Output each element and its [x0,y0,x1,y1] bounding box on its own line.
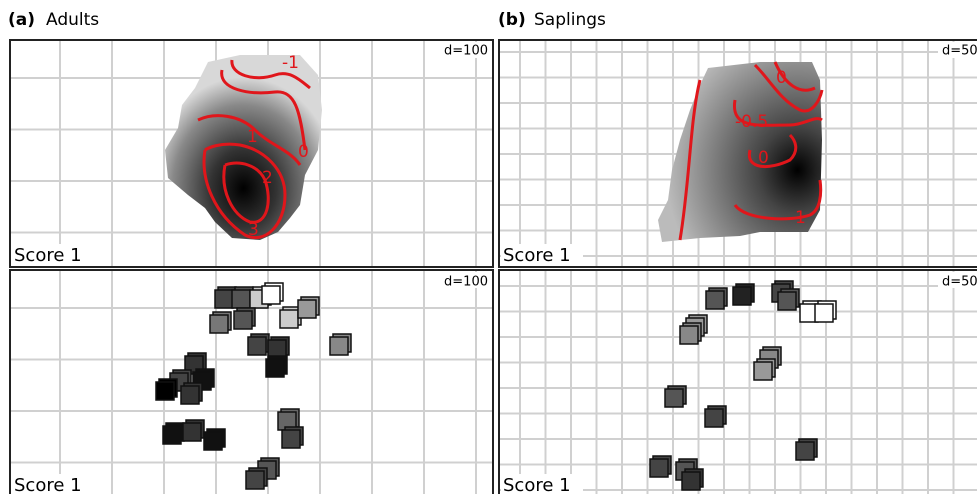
score-label: Score 1 [14,245,82,266]
point-square [209,314,229,334]
label-bg [501,474,583,494]
panel-title: Saplings [534,10,606,30]
point-square [182,422,202,442]
heatmap [165,55,322,240]
point-square [162,425,182,445]
heatmap [658,62,822,242]
point-square [203,431,223,451]
point-square [705,290,725,310]
point-square [329,336,349,356]
point-square [795,441,815,461]
point-square [245,470,265,490]
contour-label: 1 [247,127,258,147]
point-square [281,429,301,449]
contour-label: 2 [262,168,273,188]
contour-label: 1 [795,208,806,228]
contour-label: 0 [298,142,309,162]
panel-tag: (b) [498,10,526,30]
point-square [681,471,701,491]
label-bg [12,474,94,494]
point-square [704,408,724,428]
map-frame [9,269,494,494]
point-square [732,286,752,306]
contours [197,59,311,239]
scale-label: d=50 [942,44,977,59]
contour-label: -0.5 [735,112,768,132]
point-square [214,289,234,309]
map-frame [9,39,494,268]
label-bg [938,42,977,58]
contour-label: 0 [758,148,769,168]
score-label: Score 1 [503,475,571,494]
point-square [247,336,267,356]
scale-label: d=100 [444,275,488,290]
contour-label: -1 [282,53,299,73]
point-square [777,291,797,311]
point-square [265,358,285,378]
point-square [664,388,684,408]
contour-label: 0 [776,68,787,88]
label-bg [444,272,491,288]
panel-tag: (a) [8,10,35,30]
label-bg [12,244,94,266]
point-square [753,361,773,381]
contours [678,61,824,241]
scale-label: d=50 [942,275,977,290]
score-label: Score 1 [503,245,571,266]
point-square [679,325,699,345]
point-square [279,309,299,329]
contour-label: 3 [248,220,259,240]
label-bg [938,272,977,288]
label-bg [501,244,583,266]
point-square [233,310,253,330]
point-square [814,303,834,323]
score-label: Score 1 [14,475,82,494]
point-square [297,299,317,319]
map-frame [498,39,977,268]
point-square [231,289,251,309]
panel-title: Adults [46,10,99,30]
grid [11,271,492,494]
point-square [155,381,175,401]
label-bg [444,42,491,58]
scale-label: d=100 [444,44,488,59]
point-square [261,285,281,305]
point-square [649,458,669,478]
map-frame [498,269,977,494]
point-square [180,385,200,405]
